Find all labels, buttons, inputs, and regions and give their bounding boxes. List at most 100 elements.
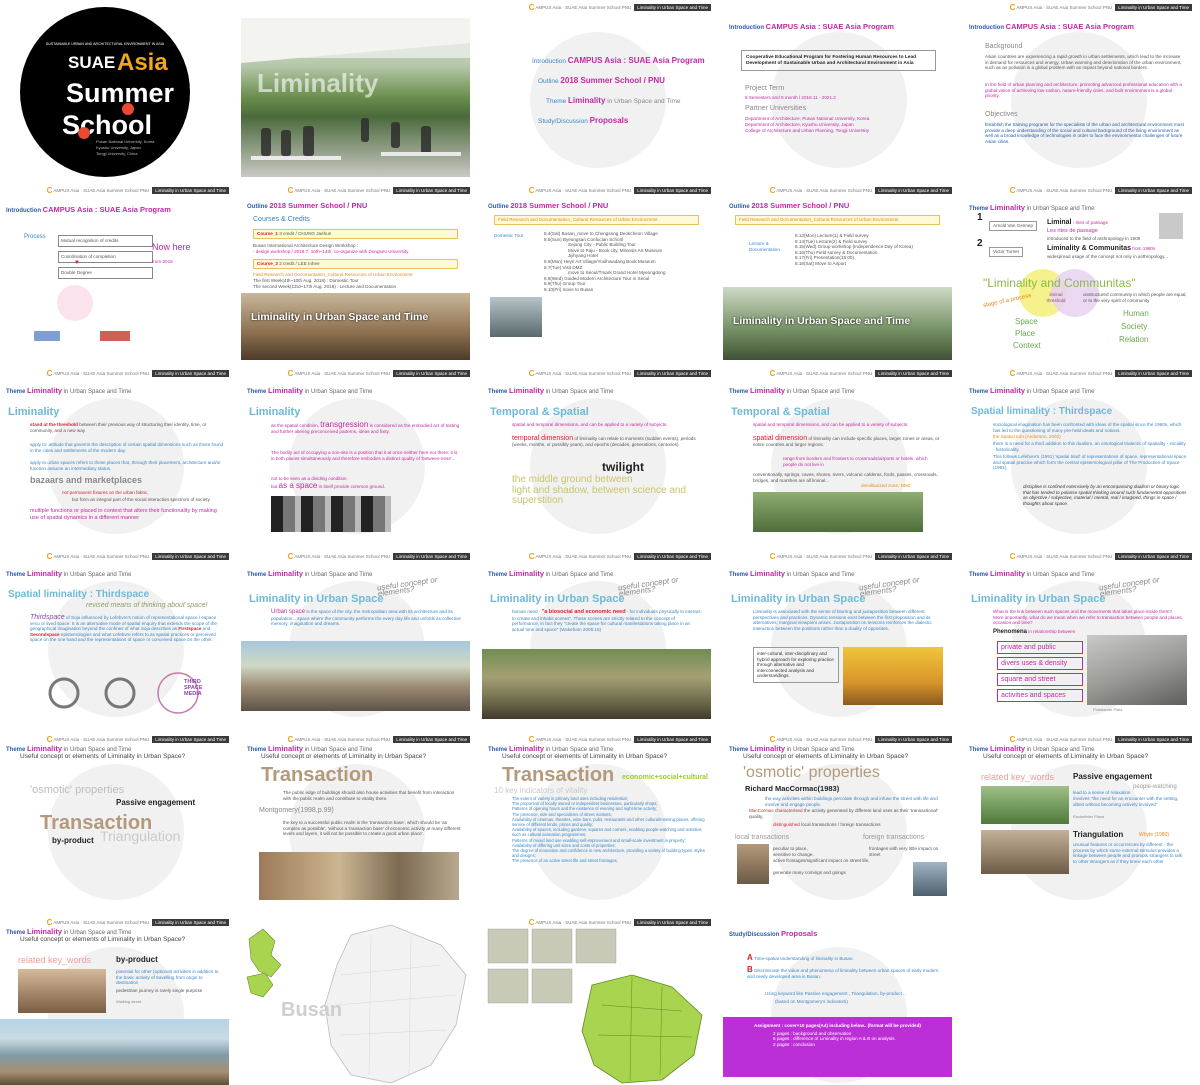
watermark-circle (48, 398, 184, 534)
transaction-title: Transaction (502, 764, 615, 786)
indicator-item: The extent of variety in primary land us… (512, 796, 628, 801)
slide-transaction-1[interactable]: C AMPUS Asia · SUAE Asia Summer School PN… (241, 732, 470, 909)
slide-program[interactable]: Introduction CAMPUS Asia : SUAE Asia Pro… (723, 0, 952, 177)
transgression-text: as the spatial condition, transgression … (271, 420, 460, 434)
osmotic-text: the way activities within buildings perc… (765, 796, 938, 807)
light-shadow-text: light and shadow, between science and su… (512, 485, 687, 506)
slide-transaction-2[interactable]: C AMPUS Asia · SUAE Asia Summer School PN… (482, 732, 711, 909)
plaza-photo-2 (981, 830, 1069, 874)
slide-proposals[interactable]: Study/Discussion Proposals A Time-spatia… (723, 915, 952, 1085)
slide-intro-menu[interactable]: C AMPUS Asia · SUAE Asia Summer School PN… (482, 0, 711, 177)
useful-question: Useful concept or elements of Liminality… (983, 753, 1149, 760)
slide-by-product[interactable]: C AMPUS Asia · SUAE Asia Summer School PN… (0, 915, 229, 1085)
slide-useful-concepts[interactable]: C AMPUS Asia · SUAE Asia Summer School PN… (0, 732, 229, 909)
slide-header: C AMPUS Asia · SUAE Asia Summer School PN… (1010, 735, 1192, 744)
slide-urban-space-3[interactable]: C AMPUS Asia · SUAE Asia Summer School PN… (723, 549, 952, 726)
spatial-turn-text: the Spatial turn (Anderson, 2002) (993, 434, 1061, 439)
slide-urban-space-1[interactable]: C AMPUS Asia · SUAE Asia Summer School PN… (241, 549, 470, 726)
busan-label: Busan (281, 999, 343, 1021)
storefront-photos (259, 852, 459, 900)
menu-theme[interactable]: Theme Liminality in Urban Space and Time (546, 96, 681, 105)
slide-header: C AMPUS Asia · SUAE Asia Summer School PN… (529, 186, 711, 195)
slide-osmotic[interactable]: C AMPUS Asia · SUAE Asia Summer School PN… (723, 732, 952, 909)
slide-header: C AMPUS Asia · SUAE Asia Summer School PN… (47, 918, 229, 927)
slide-spatial[interactable]: C AMPUS Asia · SUAE Asia Summer School PN… (723, 366, 952, 543)
slide-outline-lecture[interactable]: C AMPUS Asia · SUAE Asia Summer School PN… (723, 183, 952, 360)
watermark-circle (1011, 398, 1147, 534)
photo-caption: Potsdamer Platz (1093, 707, 1123, 712)
slide-heading: Liminality in Urban Space (249, 593, 384, 605)
theme-bar: Theme Liminality in Urban Space and Time (6, 927, 132, 936)
foreign-photo (913, 862, 947, 896)
slide-process[interactable]: C AMPUS Asia · SUAE Asia Summer School PN… (0, 183, 229, 360)
spatial-dimension-text: spatial dimension of liminality can incl… (753, 435, 940, 447)
assignment-page-1: 2 pages : background and observation (773, 1030, 852, 1036)
slide-heading: Liminality (8, 406, 60, 418)
slide-liminality-threshold[interactable]: C AMPUS Asia · SUAE Asia Summer School PN… (0, 366, 229, 543)
theme-bar: Theme Liminality in Urban Space and Time (6, 744, 132, 753)
slide-header: C AMPUS Asia · SUAE Asia Summer School PN… (529, 918, 711, 927)
slide-liminality-photo[interactable]: Liminality (241, 0, 470, 177)
watermark-circle (771, 764, 907, 900)
slide-header: C AMPUS Asia · SUAE Asia Summer School PN… (1010, 369, 1192, 378)
slide-outline-tour[interactable]: C AMPUS Asia · SUAE Asia Summer School PN… (482, 183, 711, 360)
partner-1: Department of Architecture, Pusan Nation… (745, 116, 870, 121)
slide-heading: Temporal & Spatial (490, 406, 589, 418)
slide-busan-map[interactable]: Busan (241, 915, 470, 1085)
logo-uni-2: Kyushu University, Japan (96, 145, 141, 150)
local-photo (737, 844, 769, 884)
slide-header: C AMPUS Asia · SUAE Asia Summer School PN… (770, 552, 952, 561)
slide-background[interactable]: C AMPUS Asia · SUAE Asia Summer School PN… (963, 0, 1192, 177)
non-site-text: The bodily act of occupying a non-site i… (271, 450, 458, 461)
tour-row: Sejong City - Public Building Tour (568, 242, 636, 248)
middle-ground-text: the middle ground between (512, 474, 633, 485)
slide-heading: Spatial liminality : Thirdspace (971, 406, 1113, 417)
photo-caption-1: Rockefeller Plaza (1073, 814, 1105, 819)
tour-row: Jijihyang Hotel (568, 253, 598, 259)
keyword-uses-density: divers uses & density (997, 657, 1083, 670)
slide-outline-courses[interactable]: C AMPUS Asia · SUAE Asia Summer School PN… (241, 183, 470, 360)
number-2: 2 (977, 238, 983, 249)
menu-outline[interactable]: Outline 2018 Summer School / PNU (538, 76, 665, 85)
osmotic-title: 'osmotic' properties (743, 764, 880, 781)
transaction-title: Transaction (261, 764, 374, 786)
assignment-page-3: 2 pages : conclusion (773, 1041, 815, 1047)
menu-proposals[interactable]: Study/Discussion Proposals (538, 116, 629, 125)
slide-temporal[interactable]: C AMPUS Asia · SUAE Asia Summer School PN… (482, 366, 711, 543)
indicator-item: Availability of cinemas, theatres, wine … (512, 816, 705, 828)
slide-logo[interactable]: SUSTAINABLE URBAN AND ARCHITECTURAL ENVI… (0, 0, 229, 177)
montgomery-note: (based on Montgomery's indicators) (775, 999, 848, 1004)
indicator-item: The presence, size and specialisms of st… (512, 811, 612, 817)
bazaars-heading: bazaars and marketplaces (30, 475, 143, 485)
hybrid-approach-box: inter-cultural, inter-disciplinary and h… (753, 647, 839, 683)
theme-bar: Theme Liminality in Urban Space and Time (729, 744, 855, 753)
slide-header: C AMPUS Asia · SUAE Asia Summer School PN… (1010, 186, 1192, 195)
slide-gennep-turner[interactable]: C AMPUS Asia · SUAE Asia Summer School PN… (963, 183, 1192, 360)
partner-label: Partner Universities (745, 105, 807, 112)
passive-engagement-word: Passive engagement (116, 798, 196, 807)
menu-introduction[interactable]: Introduction CAMPUS Asia : SUAE Asia Pro… (532, 56, 705, 65)
lecture-row: 8.17(Fri) Presentation(15:00) (795, 255, 854, 261)
osmotic-word: 'osmotic' properties (30, 784, 125, 796)
slide-urban-space-2[interactable]: C AMPUS Asia · SUAE Asia Summer School PN… (482, 549, 711, 726)
slide-busan-districts[interactable]: C AMPUS Asia · SUAE Asia Summer School PN… (482, 915, 711, 1085)
dividing-text: not to be seen as a dividing condition (271, 476, 347, 481)
course-2-bar: Course_2 2 credit / LEE Inhee (253, 259, 458, 269)
logo-top-line: SUSTAINABLE URBAN AND ARCHITECTURAL ENVI… (46, 42, 165, 46)
by-product-heading: by-product (116, 955, 158, 964)
slide-thirdspace-2[interactable]: C AMPUS Asia · SUAE Asia Summer School PN… (0, 549, 229, 726)
slide-liminality-transgression[interactable]: C AMPUS Asia · SUAE Asia Summer School PN… (241, 366, 470, 543)
trialectic-text: there is a need for a third addition to … (993, 441, 1186, 452)
slide-passive-engagement[interactable]: C AMPUS Asia · SUAE Asia Summer School PN… (963, 732, 1192, 909)
threshold-text: stand at the threshold between their pre… (30, 422, 207, 433)
plaza-photo (241, 641, 470, 711)
optional-activities-text: potential for other (optional) activitie… (116, 969, 219, 986)
useful-question: Useful concept or elements of Liminality… (261, 753, 427, 760)
program-box: Cooperative Educational Program for Fost… (741, 50, 936, 72)
theme-bar: Theme Liminality in Urban Space and Time (247, 386, 373, 395)
slide-urban-space-4[interactable]: C AMPUS Asia · SUAE Asia Summer School PN… (963, 549, 1192, 726)
lecture-schedule: 8.13(Mon) Lecture(1) & Field survey 8.14… (795, 233, 945, 267)
lecture-row: 8.13(Mon) Lecture(1) & Field survey (795, 233, 869, 238)
triangulation-heading: Triangulation (1073, 830, 1124, 839)
slide-thirdspace-1[interactable]: C AMPUS Asia · SUAE Asia Summer School PN… (963, 366, 1192, 543)
